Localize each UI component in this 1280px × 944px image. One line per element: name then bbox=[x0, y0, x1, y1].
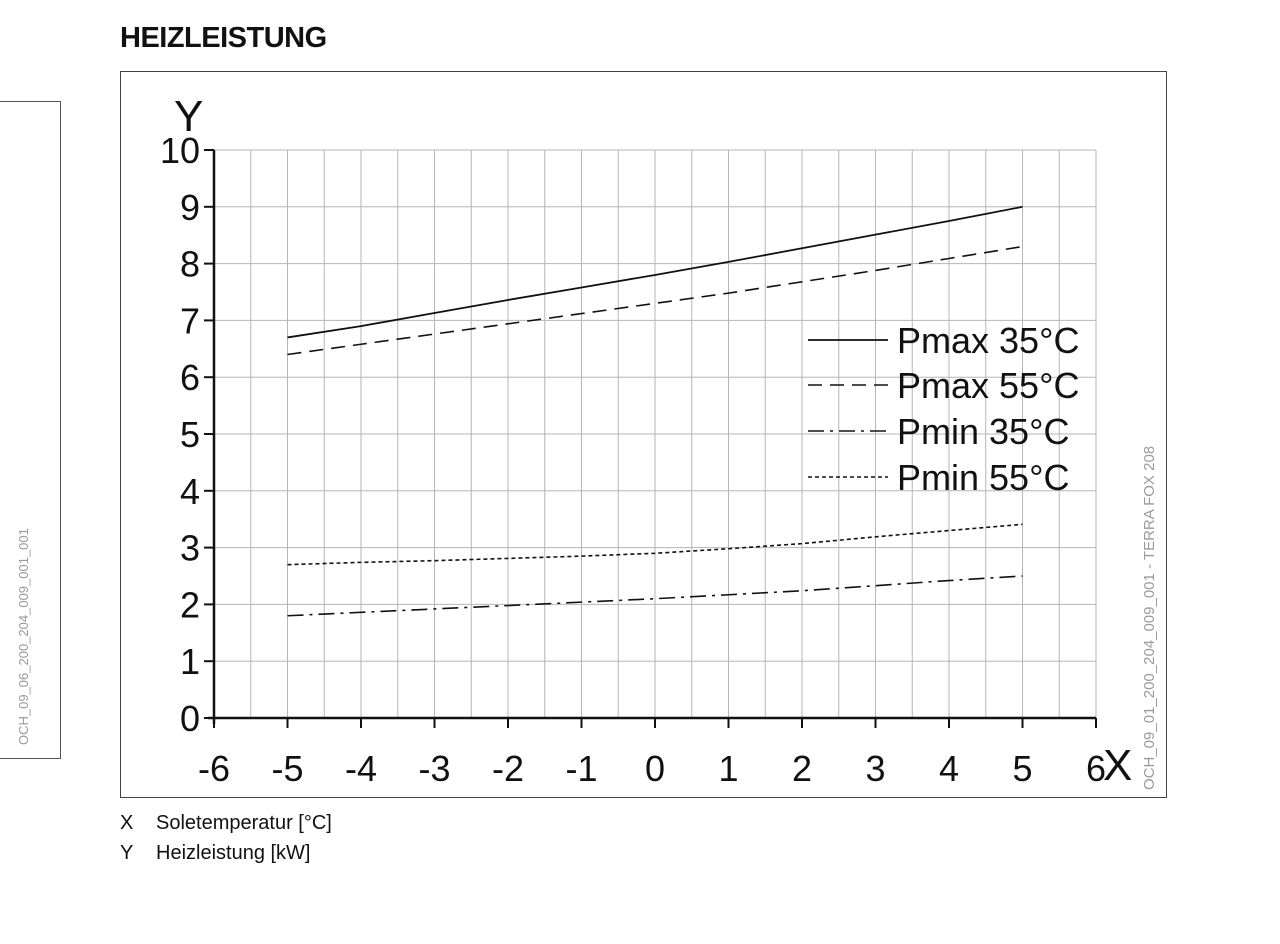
y-axis-letter: Y bbox=[174, 92, 203, 141]
y-tick-label: 0 bbox=[180, 698, 200, 739]
y-tick-label: 5 bbox=[180, 414, 200, 455]
axis-key-x-symbol: X bbox=[120, 812, 134, 834]
y-tick-label: 8 bbox=[180, 244, 200, 285]
axis-key-y: Y Heizleistung [kW] bbox=[120, 842, 311, 865]
legend-label-3: Pmin 55°C bbox=[897, 457, 1069, 498]
x-tick-label: 1 bbox=[718, 748, 738, 789]
side-frame bbox=[0, 101, 61, 759]
series-line-1 bbox=[287, 245, 1023, 356]
page-title: HEIZLEISTUNG bbox=[120, 22, 327, 54]
x-tick-label: -3 bbox=[418, 748, 450, 789]
y-tick-label: 3 bbox=[180, 528, 200, 569]
y-tick-label: 4 bbox=[180, 471, 200, 512]
legend-label-2: Pmin 35°C bbox=[897, 411, 1069, 452]
x-axis-letter: X bbox=[1103, 741, 1132, 790]
y-tick-label: 6 bbox=[180, 357, 200, 398]
legend-label-0: Pmax 35°C bbox=[897, 320, 1079, 361]
x-tick-label: 5 bbox=[1012, 748, 1032, 789]
x-tick-label: -1 bbox=[565, 748, 597, 789]
axis-key-x: X Soletemperatur [°C] bbox=[120, 812, 332, 835]
y-tick-label: 7 bbox=[180, 300, 200, 341]
x-tick-label: 6 bbox=[1086, 748, 1106, 789]
series-line-3 bbox=[287, 523, 1023, 566]
y-tick-label: 9 bbox=[180, 187, 200, 228]
x-tick-label: 3 bbox=[865, 748, 885, 789]
x-tick-label: -4 bbox=[345, 748, 377, 789]
x-tick-label: 4 bbox=[939, 748, 959, 789]
chart-frame bbox=[120, 71, 1167, 798]
y-tick-label: 1 bbox=[180, 641, 200, 682]
x-tick-label: -2 bbox=[492, 748, 524, 789]
axis-key-y-symbol: Y bbox=[120, 842, 134, 864]
axis-key-y-text: Heizleistung [kW] bbox=[156, 842, 311, 864]
legend-label-1: Pmax 55°C bbox=[897, 365, 1079, 406]
x-tick-label: -5 bbox=[271, 748, 303, 789]
x-tick-label: 2 bbox=[792, 748, 812, 789]
x-tick-label: -6 bbox=[198, 748, 230, 789]
y-tick-label: 2 bbox=[180, 584, 200, 625]
chart-code: OCH_09_01_200_204_009_001 - TERRA FOX 20… bbox=[1141, 446, 1158, 790]
series-line-0 bbox=[287, 205, 1023, 339]
y-tick-label: 10 bbox=[160, 130, 200, 171]
x-tick-label: 0 bbox=[645, 748, 665, 789]
axis-key-x-text: Soletemperatur [°C] bbox=[156, 812, 332, 834]
series-line-2 bbox=[287, 575, 1023, 617]
